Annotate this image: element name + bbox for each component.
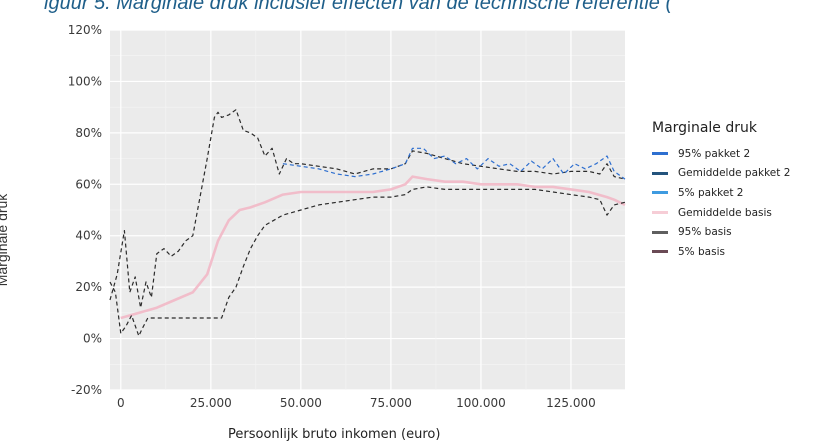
- chart-title: iguur 5. Marginale druk inclusief effect…: [44, 0, 673, 14]
- x-tick-label: 125.000: [546, 396, 596, 410]
- legend-title: Marginale druk: [652, 120, 757, 136]
- y-tick-label: 0%: [83, 332, 102, 346]
- legend-item-95-pakket2: 95% pakket 2: [652, 144, 790, 164]
- x-tick-label: 25.000: [190, 396, 232, 410]
- legend-label: 5% basis: [678, 245, 725, 258]
- axis-ticks: -20% 0% 20% 40% 60% 80% 100% 120% 0 25.000 50.000 7…: [68, 23, 596, 410]
- x-tick-label: 75.000: [370, 396, 412, 410]
- y-tick-label: 120%: [68, 23, 102, 37]
- series-line-1: [109, 109, 626, 309]
- legend-label: 5% pakket 2: [678, 186, 744, 199]
- legend-key-icon: [652, 171, 668, 175]
- legend-label: Gemiddelde pakket 2: [678, 167, 791, 180]
- legend-item-95-basis: 95% basis: [652, 222, 790, 242]
- series-line-2: [109, 186, 626, 337]
- y-tick-label: 80%: [75, 126, 102, 140]
- x-tick-label: 0: [117, 396, 125, 410]
- legend-key-icon: [652, 191, 668, 195]
- gridlines: [110, 29, 625, 391]
- legend-item-5-basis: 5% basis: [652, 242, 790, 262]
- legend-item-gem-basis: Gemiddelde basis: [652, 203, 790, 223]
- y-tick-label: -20%: [71, 383, 102, 397]
- x-tick-label: 100.000: [456, 396, 506, 410]
- x-axis-label: Persoonlijk bruto inkomen (euro): [228, 427, 441, 442]
- legend-label: 95% basis: [678, 226, 732, 239]
- series-group: [109, 109, 626, 337]
- legend: Marginale druk 95% pakket 2 Gemiddelde p…: [652, 120, 790, 262]
- x-tick-label: 50.000: [280, 396, 322, 410]
- legend-key-icon: [652, 250, 668, 254]
- legend-key-icon: [652, 211, 668, 215]
- y-tick-label: 20%: [75, 280, 102, 294]
- y-tick-label: 100%: [68, 74, 102, 88]
- legend-item-5-pakket2: 5% pakket 2: [652, 183, 790, 203]
- legend-key-icon: [652, 152, 668, 156]
- legend-key-icon: [652, 230, 668, 234]
- y-tick-label: 60%: [75, 177, 102, 191]
- y-tick-label: 40%: [75, 229, 102, 243]
- legend-label: Gemiddelde basis: [678, 206, 772, 219]
- series-line-3: [282, 147, 626, 180]
- legend-item-gem-pakket2: Gemiddelde pakket 2: [652, 164, 790, 184]
- series-line-0: [120, 175, 626, 320]
- legend-label: 95% pakket 2: [678, 147, 751, 160]
